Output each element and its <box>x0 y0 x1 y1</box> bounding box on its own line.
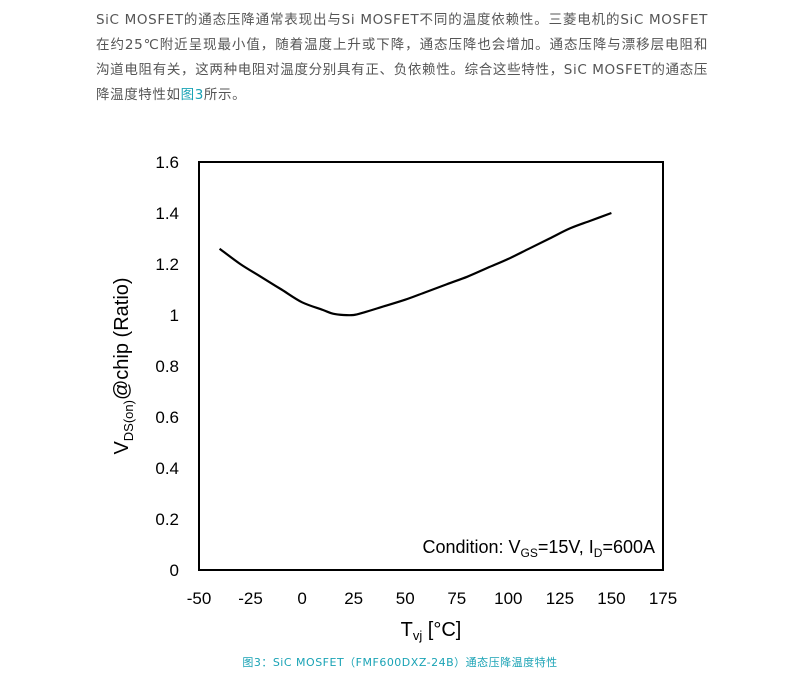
x-tick-label: 100 <box>494 589 522 608</box>
x-label-main: T <box>401 619 413 641</box>
annotation-part-1: Condition: V <box>422 537 520 557</box>
article-text-end: 所示。 <box>203 87 247 103</box>
y-label-main: V <box>111 441 133 455</box>
y-tick-label: 1.6 <box>155 153 179 172</box>
plot-frame <box>198 161 664 571</box>
x-tick-label: 50 <box>396 589 415 608</box>
y-tick-label: 0.2 <box>155 510 179 529</box>
annotation-part-3: =600A <box>602 537 655 557</box>
annotation-part-2: =15V, I <box>538 537 594 557</box>
x-label-rest: [°C] <box>422 619 461 641</box>
x-tick-label: 175 <box>649 589 677 608</box>
figure-caption: 图3：SiC MOSFET（FMF600DXZ-24B）通态压降温度特性 <box>242 656 558 669</box>
annotation-sub-1: GS <box>521 546 538 560</box>
condition-annotation: Condition: VGS=15V, ID=600A <box>422 537 655 560</box>
x-axis-label: Tvj [°C] <box>401 619 462 643</box>
x-tick-label: 125 <box>546 589 574 608</box>
y-tick-label: 0.8 <box>155 357 179 376</box>
y-tick-label: 0.6 <box>155 408 179 427</box>
y-axis-label: VDS(on)@chip (Ratio) <box>111 277 136 454</box>
y-tick-label: 0 <box>170 561 179 580</box>
x-label-sub: vj <box>413 628 423 643</box>
annotation-sub-2: D <box>594 546 603 560</box>
y-tick-label: 0.4 <box>155 459 179 478</box>
x-tick-label: -25 <box>238 589 263 608</box>
x-tick-label: -50 <box>187 589 212 608</box>
tick-layer: -50 -25 0 25 50 75 100 125 150 175 0 0.2 0.4 0.6 0.8 1 1… <box>155 153 677 608</box>
y-tick-label: 1.4 <box>155 204 179 223</box>
article-text: SiC MOSFET的通态压降通常表现出与Si MOSFET不同的温度依赖性。三… <box>96 12 708 103</box>
x-tick-label: 0 <box>297 589 306 608</box>
article-paragraph: SiC MOSFET的通态压降通常表现出与Si MOSFET不同的温度依赖性。三… <box>96 8 708 108</box>
y-tick-label: 1 <box>170 306 179 325</box>
x-tick-label: 75 <box>447 589 466 608</box>
y-label-sub: DS(on) <box>121 400 136 441</box>
figure-link[interactable]: 图3 <box>180 87 204 103</box>
x-tick-label: 25 <box>344 589 363 608</box>
chart: -50 -25 0 25 50 75 100 125 150 175 0 0.2 0.4 0.6 0.8 1 1… <box>111 153 677 643</box>
x-tick-label: 150 <box>597 589 625 608</box>
y-tick-label: 1.2 <box>155 255 179 274</box>
series-line <box>218 211 612 317</box>
y-label-rest: @chip (Ratio) <box>111 277 133 400</box>
